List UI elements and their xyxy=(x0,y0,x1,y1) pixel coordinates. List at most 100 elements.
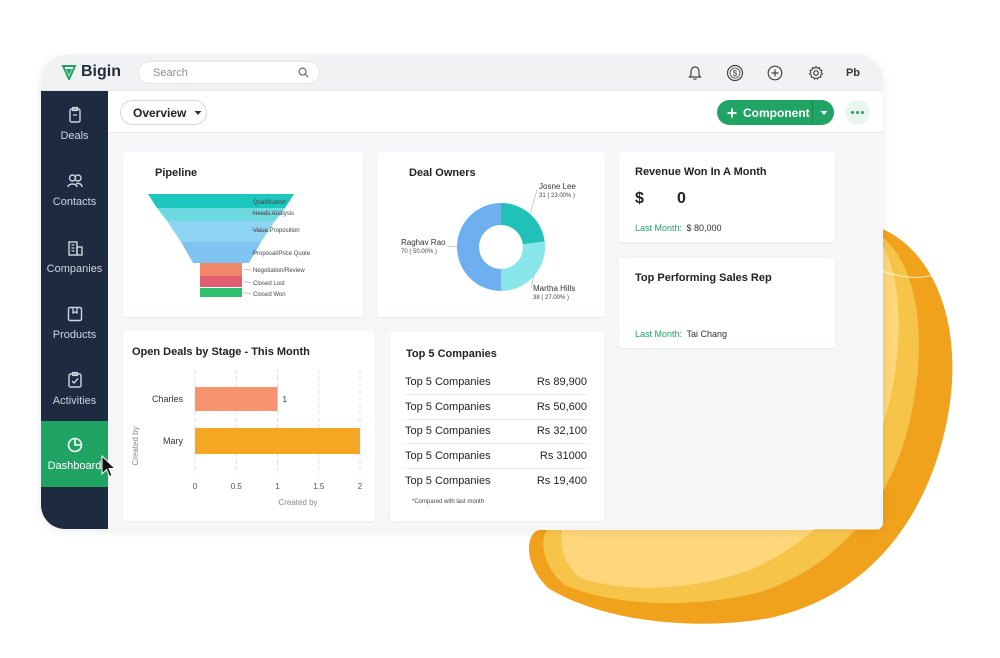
gear-icon[interactable] xyxy=(807,64,825,82)
donut-slice xyxy=(501,203,545,245)
table-row[interactable]: Top 5 Companies Rs 19,400 xyxy=(404,468,588,493)
dot-icon xyxy=(856,111,859,114)
add-component-button[interactable]: Component xyxy=(717,100,834,125)
funnel-stage xyxy=(157,208,285,221)
funnel-stage xyxy=(167,221,275,242)
plus-circle-icon[interactable] xyxy=(766,64,784,82)
y-axis-label: Created by xyxy=(131,426,140,465)
app-name: Bigin xyxy=(81,63,121,80)
x-tick-label: 0 xyxy=(193,482,198,491)
top-companies-table: Top 5 Companies Rs 89,900 Top 5 Companies… xyxy=(404,370,588,493)
y-category-label: Charles xyxy=(152,394,184,404)
dollar-circle-icon[interactable]: $ xyxy=(726,64,744,82)
sidebar-item-companies[interactable]: Companies xyxy=(41,224,108,290)
funnel-leader-line xyxy=(250,252,258,254)
x-tick-label: 1 xyxy=(275,482,280,491)
sidebar: Deals Contacts Companies Products Activi… xyxy=(41,91,108,529)
top-sales-rep-card: Top Performing Sales Rep Last Month: Tai… xyxy=(619,258,835,348)
company-name: Top 5 Companies xyxy=(404,394,520,420)
component-dropdown-toggle[interactable] xyxy=(813,100,834,125)
donut-slice xyxy=(501,241,545,291)
last-month-label: Last Month: xyxy=(635,223,683,233)
sidebar-item-products[interactable]: Products xyxy=(41,290,108,356)
open-deals-card: Open Deals by Stage - This Month 0 0.5 1 1.… xyxy=(123,331,375,521)
bar xyxy=(195,387,278,411)
revenue-title: Revenue Won In A Month xyxy=(635,166,767,178)
deal-owners-card: Deal Owners Josne Lee 31 ( 23.00% ) Martha… xyxy=(377,152,605,317)
app-window: Bigin $ Pb Deals Contact xyxy=(41,55,883,529)
donut-leader-line xyxy=(530,276,535,289)
top-bar: Bigin $ Pb xyxy=(41,55,883,91)
company-name: Top 5 Companies xyxy=(404,443,520,469)
last-month-label: Last Month: xyxy=(635,329,683,339)
funnel-stage-label: Negotiation/Review xyxy=(253,268,305,274)
more-options-button[interactable] xyxy=(845,100,870,125)
table-row[interactable]: Top 5 Companies Rs 50,600 xyxy=(404,394,588,420)
bigin-logo-icon xyxy=(61,65,77,80)
contacts-icon xyxy=(66,174,83,188)
owner-detail: 31 ( 23.00% ) xyxy=(539,193,575,199)
pipeline-title: Pipeline xyxy=(155,167,198,179)
funnel-leader-line xyxy=(250,212,283,215)
pipeline-card: Pipeline Qualification Needs Analysis Valu… xyxy=(123,152,363,317)
companies-icon xyxy=(67,241,83,256)
owner-name: Martha Hills xyxy=(533,284,575,293)
table-row[interactable]: Top 5 Companies Rs 31000 xyxy=(404,443,588,469)
x-axis-label: Created by xyxy=(278,498,317,507)
owner-detail: 38 ( 27.00% ) xyxy=(533,295,569,301)
funnel-stage xyxy=(200,288,242,297)
table-row[interactable]: Top 5 Companies Rs 32,100 xyxy=(404,419,588,444)
last-month-value: $ 80,000 xyxy=(686,223,722,233)
search-input[interactable] xyxy=(151,66,291,80)
open-deals-title: Open Deals by Stage - This Month xyxy=(132,346,310,358)
x-tick-label: 0.5 xyxy=(231,482,243,491)
products-icon xyxy=(67,306,82,322)
search-box[interactable] xyxy=(138,61,320,84)
funnel-stage-label: Qualification xyxy=(253,200,286,206)
footnote: *Compared with last month xyxy=(412,499,485,505)
funnel-stage xyxy=(148,194,294,208)
funnel-leader-line xyxy=(250,200,292,203)
top-companies-card: Top 5 Companies Top 5 Companies Rs 89,900… xyxy=(390,332,604,521)
donut-leader-line xyxy=(529,189,538,215)
revenue-last-month: Last Month: $ 80,000 xyxy=(635,218,722,236)
sidebar-item-deals[interactable]: Deals xyxy=(41,91,108,157)
search-icon[interactable] xyxy=(298,67,309,78)
plus-icon xyxy=(727,108,737,117)
open-deals-bar-chart: 0 0.5 1 1.5 2 Charles 1 Mary Created by Created b… xyxy=(131,369,363,507)
funnel-stage xyxy=(200,263,242,276)
sidebar-item-dashboard[interactable]: Dashboard xyxy=(41,421,108,487)
funnel-stage-label: Needs Analysis xyxy=(253,211,294,217)
bigin-logo[interactable]: Bigin xyxy=(61,63,121,81)
funnel-stage-label: Closed Lost xyxy=(253,281,285,287)
funnel-leader-line xyxy=(250,229,271,232)
add-component-main[interactable]: Component xyxy=(717,100,812,125)
owner-name: Josne Lee xyxy=(539,182,576,191)
company-amount: Rs 19,400 xyxy=(536,474,587,487)
funnel-leader-line xyxy=(243,269,252,271)
avatar[interactable]: Pb xyxy=(845,67,861,79)
x-tick-label: 2 xyxy=(358,482,363,491)
donut-leader-line xyxy=(446,245,458,248)
sidebar-item-activities[interactable]: Activities xyxy=(41,356,108,422)
deals-icon xyxy=(68,106,81,123)
funnel-stage-label: Closed Won xyxy=(253,292,286,298)
deal-owners-title: Deal Owners xyxy=(409,167,476,179)
sidebar-item-contacts[interactable]: Contacts xyxy=(41,157,108,223)
table-row[interactable]: Top 5 Companies Rs 89,900 xyxy=(404,370,588,395)
top-companies-title: Top 5 Companies xyxy=(406,348,497,360)
bar xyxy=(195,428,360,454)
svg-text:$: $ xyxy=(733,69,738,78)
sidebar-item-label: Contacts xyxy=(52,196,97,208)
company-amount: Rs 50,600 xyxy=(519,394,588,420)
bell-icon[interactable] xyxy=(686,64,704,82)
dot-icon xyxy=(851,111,854,114)
dashboard-icon xyxy=(67,437,82,453)
mouse-cursor-icon xyxy=(101,455,117,478)
funnel-stage-label: Proposal/Price Quote xyxy=(253,251,311,257)
company-amount: Rs 89,900 xyxy=(519,370,588,395)
donut-slice xyxy=(457,203,501,291)
company-name: Top 5 Companies xyxy=(404,370,520,395)
overview-dropdown[interactable]: Overview xyxy=(120,100,207,125)
top-rep-last-month: Last Month: Tai Chang xyxy=(635,324,727,342)
